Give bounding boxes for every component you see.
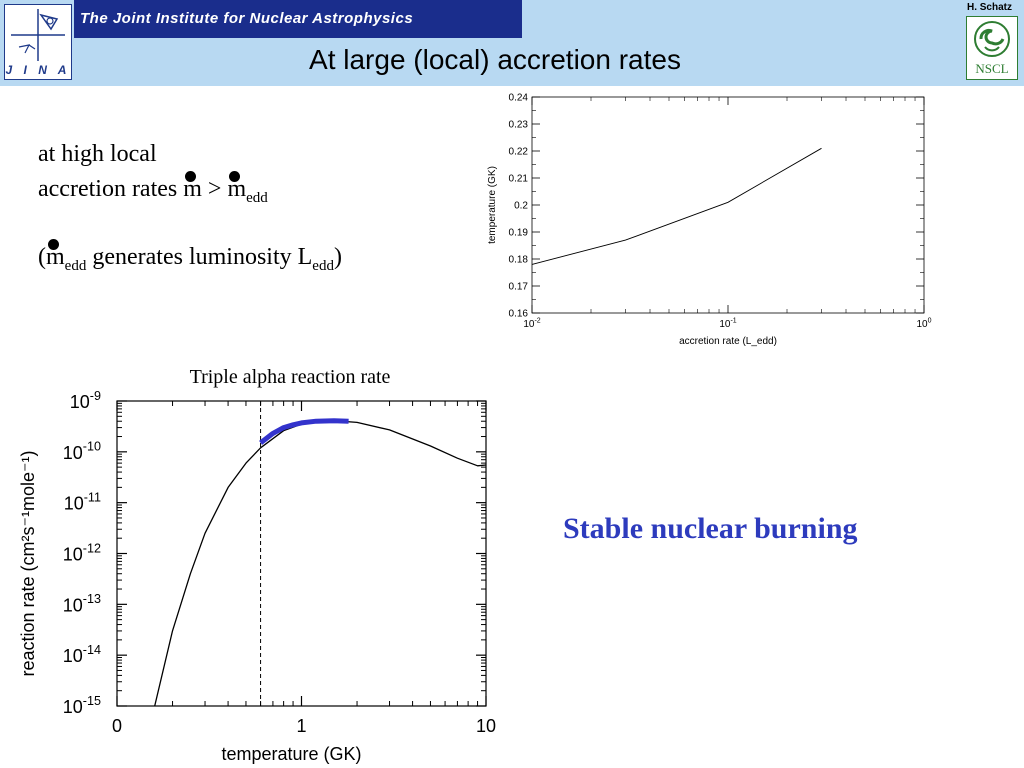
- banner-text: The Joint Institute for Nuclear Astrophy…: [80, 10, 414, 27]
- x-tick-label: 10-2: [523, 318, 540, 331]
- reaction-rate-curve: [154, 420, 486, 706]
- body-line-1: at high local: [38, 141, 157, 167]
- m-letter: m: [183, 176, 202, 202]
- y-tick-label: 0.24: [509, 93, 529, 104]
- institute-banner: [74, 0, 522, 38]
- y-tick-label: 0.18: [509, 255, 529, 266]
- mdot-symbol: m: [183, 171, 202, 203]
- y-axis-label: reaction rate (cm²s⁻¹mole⁻¹): [18, 450, 38, 676]
- stable-burning-highlight: [259, 418, 349, 445]
- x-axis-label: temperature (GK): [221, 744, 361, 764]
- close-paren: ): [333, 244, 342, 270]
- edd-subscript: edd: [312, 257, 334, 274]
- y-tick-label: 10-9: [70, 389, 101, 412]
- slide-title: At large (local) accretion rates: [309, 44, 681, 75]
- edd-subscript: edd: [246, 189, 268, 206]
- y-tick-label: 10-11: [64, 491, 101, 514]
- y-tick-label: 10-14: [63, 643, 101, 666]
- dot-mark: [185, 171, 197, 182]
- x-tick-label: 0: [112, 716, 122, 736]
- y-tick-label: 0.21: [509, 174, 529, 185]
- body-line-3: (medd generates luminosity Ledd): [38, 239, 342, 275]
- y-tick-label: 10-12: [63, 541, 101, 564]
- chart-title: Triple alpha reaction rate: [189, 366, 391, 388]
- body-line-3-mid: generates luminosity L: [86, 244, 313, 270]
- y-tick-label: 10-10: [63, 440, 101, 463]
- gt-symbol: >: [201, 176, 228, 202]
- y-tick-label: 0.22: [509, 147, 529, 158]
- nscl-logo: NSCL: [966, 16, 1018, 80]
- dot-mark: [229, 171, 241, 182]
- x-tick-label: 1: [296, 716, 306, 736]
- author: H. Schatz: [966, 2, 1012, 13]
- dot-mark: [48, 239, 59, 250]
- jina-logo: J I N A: [4, 4, 72, 80]
- plot-frame: [116, 400, 487, 707]
- stable-burning-label: Stable nuclear burning: [563, 512, 858, 545]
- plot-frame: [531, 96, 925, 314]
- m-letter: m: [227, 176, 247, 202]
- jina-emblem-icon: [11, 9, 65, 61]
- y-axis-label: temperature (GK): [487, 166, 498, 244]
- y-tick-label: 10-15: [63, 694, 101, 717]
- nscl-logo-text: NSCL: [975, 61, 1009, 76]
- y-tick-label: 0.16: [509, 309, 529, 320]
- y-tick-label: 0.2: [514, 201, 528, 212]
- mdot-edd-symbol: m: [46, 239, 65, 271]
- m-letter: m: [46, 244, 65, 270]
- y-tick-label: 0.17: [509, 282, 529, 293]
- open-paren: (: [38, 244, 46, 270]
- x-axis-label: accretion rate (L_edd): [679, 336, 777, 347]
- mdot-edd-symbol: m: [227, 171, 247, 203]
- y-tick-label: 0.19: [509, 228, 529, 239]
- edd-subscript: edd: [64, 257, 87, 274]
- x-tick-label: 10-1: [719, 318, 736, 331]
- y-tick-label: 10-13: [63, 592, 101, 615]
- temperature-series-line: [531, 147, 822, 265]
- y-tick-label: 0.23: [509, 120, 529, 131]
- jina-logo-text: J I N A: [5, 63, 71, 77]
- x-tick-label: 10: [476, 716, 496, 736]
- nscl-emblem-icon: [974, 21, 1010, 57]
- body-line-2: accretion rates m > medd: [38, 171, 268, 207]
- x-tick-label: 100: [916, 318, 931, 331]
- body-line-2-prefix: accretion rates: [38, 176, 184, 202]
